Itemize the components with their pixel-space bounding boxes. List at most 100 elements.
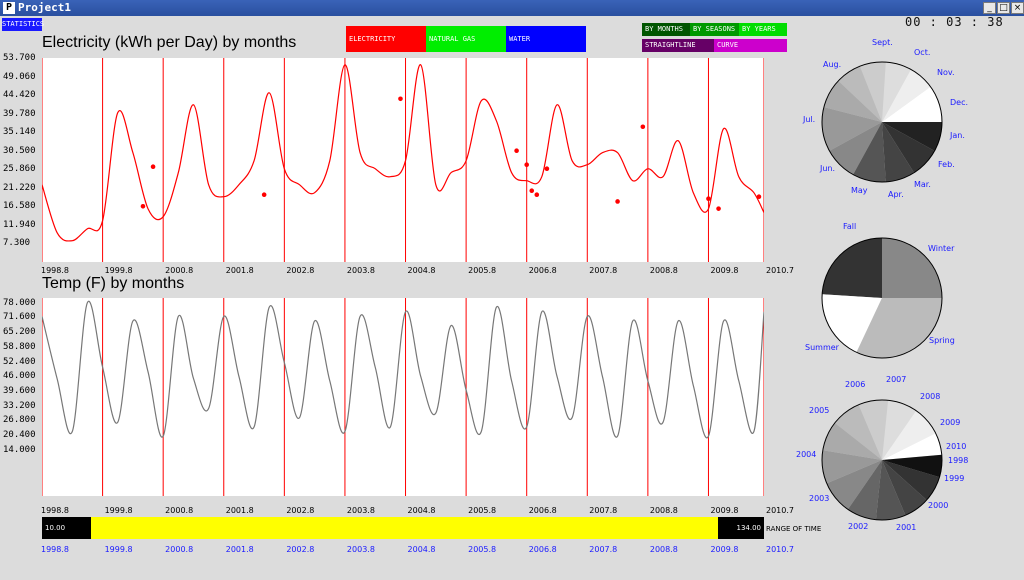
- data-point: [529, 188, 535, 193]
- pie-slice: [882, 122, 942, 151]
- x-tick-label: 2009.8: [710, 545, 739, 554]
- pie-label: 2004: [796, 450, 817, 459]
- x-tick-label: 2007.8: [589, 506, 618, 515]
- data-point: [534, 192, 540, 197]
- x-tick-label: 2002.8: [286, 506, 315, 515]
- x-tick-label: 2006.8: [528, 506, 557, 515]
- water-button[interactable]: WATER: [506, 26, 586, 52]
- statistics-button[interactable]: STATISTICS: [2, 18, 44, 31]
- x-tick-label: 2006.8: [528, 545, 557, 554]
- x-tick-label: 1998.8: [41, 266, 69, 275]
- pie-label: 2003: [809, 494, 830, 503]
- range-end-handle[interactable]: 134.00: [718, 517, 764, 539]
- y-tick-label: 30.500: [3, 145, 36, 156]
- pie-slice: [882, 122, 935, 173]
- y-tick-label: 33.200: [3, 400, 36, 411]
- x-tick-label: 2004.8: [407, 545, 436, 554]
- y-tick-label: 16.580: [3, 201, 36, 212]
- x-tick-label: 2008.8: [649, 506, 678, 515]
- time-range-slider[interactable]: [42, 517, 764, 539]
- pie-label: Sept.: [872, 38, 893, 47]
- x-tick-label: 2009.8: [710, 506, 739, 515]
- x-tick-label: 2005.8: [468, 506, 497, 515]
- pie-label: Spring: [929, 336, 955, 345]
- pie-slice: [882, 400, 917, 460]
- pie-slice: [822, 422, 882, 460]
- pie-label: 2007: [886, 375, 907, 384]
- x-tick-label: 2010.7: [766, 506, 794, 515]
- pie-label: Aug.: [823, 60, 842, 69]
- x-tick-label: 2004.8: [407, 506, 436, 515]
- x-tick-label: 2004.8: [407, 266, 436, 275]
- y-tick-label: 11.940: [3, 219, 36, 230]
- pie-label: 1998: [948, 456, 969, 465]
- data-point: [261, 192, 267, 197]
- pie-slice: [822, 107, 882, 151]
- curve-button[interactable]: CURVE: [714, 39, 787, 52]
- x-tick-label: 2001.8: [225, 506, 254, 515]
- x-tick-label: 2000.8: [165, 266, 194, 275]
- pie-label: 2000: [928, 501, 949, 510]
- series-line: [41, 64, 765, 242]
- pie-slice: [882, 460, 940, 500]
- pie-label: Mar.: [914, 180, 931, 189]
- by-years-button[interactable]: BY YEARS: [739, 23, 787, 36]
- data-point: [150, 164, 156, 170]
- x-tick-label: 2007.8: [589, 266, 618, 275]
- pie-slice: [875, 460, 906, 520]
- x-tick-label: 2000.8: [165, 545, 194, 554]
- range-start-handle[interactable]: 10.00: [42, 517, 91, 539]
- data-point: [524, 162, 529, 168]
- data-point: [544, 166, 550, 172]
- natural-gas-button[interactable]: NATURAL GAS: [426, 26, 506, 52]
- electricity-button[interactable]: ELECTRICITY: [346, 26, 426, 52]
- straightline-button[interactable]: STRAIGHTLINE: [642, 39, 714, 52]
- data-point: [706, 196, 711, 201]
- x-tick-label: 2005.8: [468, 545, 497, 554]
- y-tick-label: 7.300: [3, 238, 31, 249]
- by-seasons-button[interactable]: BY SEASONS: [690, 23, 739, 36]
- x-tick-label: 2005.8: [468, 266, 497, 275]
- pie-slice: [834, 404, 882, 460]
- pie-label: 2006: [845, 380, 866, 389]
- x-tick-label: 2000.8: [165, 506, 194, 515]
- maximize-button[interactable]: □: [997, 2, 1010, 14]
- pie-label: 2010: [946, 442, 967, 451]
- pie-label: Apr.: [888, 190, 904, 199]
- pie-label: Jan.: [950, 131, 965, 140]
- x-tick-label: 2009.8: [710, 266, 739, 275]
- by-months-button[interactable]: BY MONTHS: [642, 23, 690, 36]
- minimize-button[interactable]: _: [983, 2, 996, 14]
- x-tick-label: 2008.8: [649, 545, 678, 554]
- x-tick-label: 2006.8: [528, 266, 557, 275]
- pie-slice: [838, 66, 882, 122]
- x-tick-label: 1998.8: [41, 506, 69, 515]
- temp-chart-svg: [41, 298, 765, 496]
- pie-label: 2001: [896, 523, 917, 532]
- y-tick-label: 25.860: [3, 164, 36, 175]
- close-button[interactable]: ×: [1011, 2, 1024, 14]
- x-tick-label: 1999.8: [104, 266, 133, 275]
- data-point: [756, 194, 762, 199]
- y-tick-label: 49.060: [3, 71, 36, 82]
- pie-slice: [882, 86, 942, 122]
- y-tick-label: 35.140: [3, 127, 36, 138]
- pie-label: Fall: [843, 222, 857, 231]
- pie-slice: [882, 69, 931, 122]
- pie-slice: [853, 122, 886, 183]
- electricity-chart-title: Electricity (kWh per Day) by months: [42, 34, 297, 51]
- data-point: [615, 199, 620, 204]
- pie-label: Jun.: [820, 164, 836, 173]
- pie-label: 1999: [944, 474, 965, 483]
- pie-slice: [822, 450, 882, 484]
- pie-slice: [882, 62, 911, 122]
- app-icon: P: [3, 2, 15, 14]
- x-tick-label: 2007.8: [589, 545, 618, 554]
- pie-label: Nov.: [937, 68, 955, 77]
- pie-label: May: [851, 186, 868, 195]
- y-tick-label: 44.420: [3, 90, 36, 101]
- window-titlebar: P Project1 _ □ ×: [0, 0, 1024, 16]
- pie-slice: [829, 122, 882, 175]
- pie-slice: [882, 122, 915, 182]
- y-tick-label: 14.000: [3, 444, 36, 455]
